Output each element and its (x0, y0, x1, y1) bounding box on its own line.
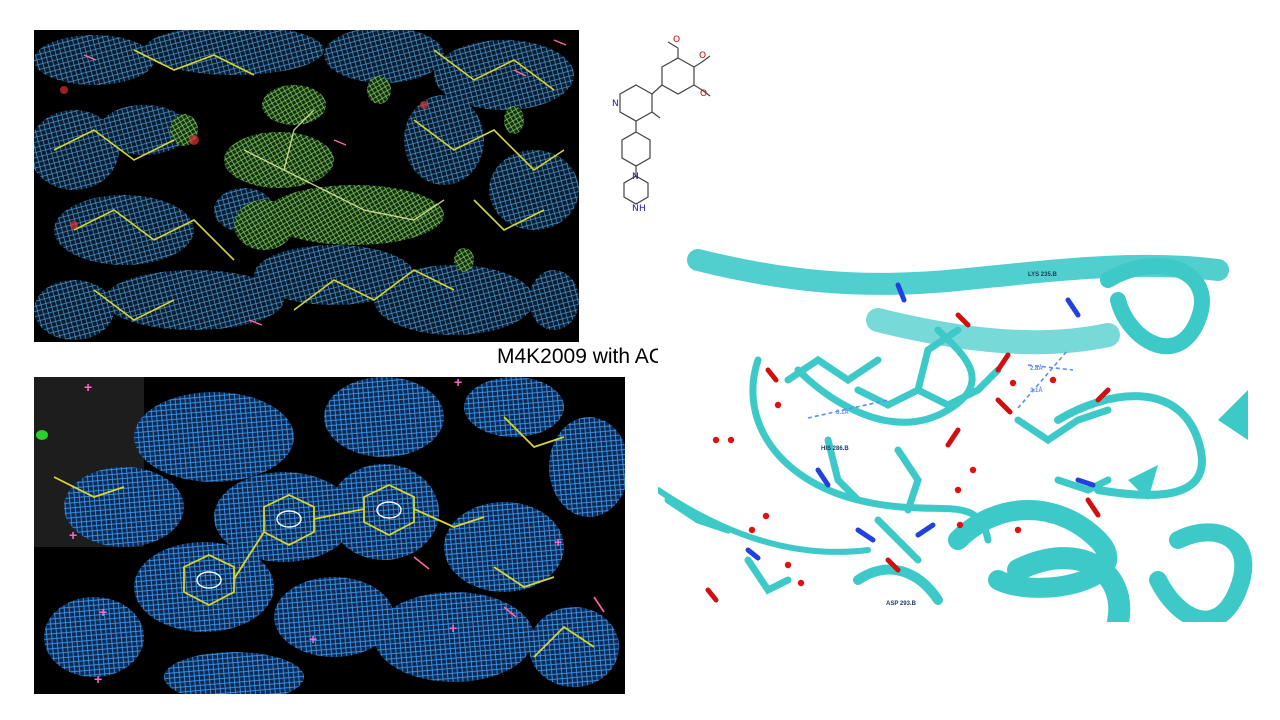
atom-label-oxygen-3: O (700, 89, 707, 99)
blue-density-mesh (34, 30, 579, 340)
atom-label-nitrogen-nh: N (632, 204, 639, 214)
residue-label-lys235: LYS 235.B (1028, 272, 1057, 278)
svg-text:+: + (449, 620, 457, 636)
ligand-chemical-structure: O O O N N N H (606, 30, 731, 220)
svg-text:+: + (554, 534, 562, 550)
distance-label-2: 2.8Å (1030, 365, 1043, 372)
protein-ligand-ribbon-view: LYS 235.B HIS 286.B ASP 293.B 3.1Å 2.8Å … (658, 240, 1258, 622)
svg-text:+: + (99, 604, 107, 620)
svg-text:+: + (84, 379, 92, 395)
residue-label-his286: HIS 286.B (821, 446, 849, 452)
atom-label-oxygen-1: O (673, 35, 680, 45)
distance-label-3: 3.1Å (1030, 387, 1043, 394)
atom-label-hydrogen: H (639, 204, 646, 214)
svg-text:+: + (309, 631, 317, 647)
svg-text:+: + (69, 527, 77, 543)
distance-label-1: 3.1Å (836, 409, 849, 416)
svg-text:+: + (94, 671, 102, 687)
atom-label-nitrogen-piperazine: N (632, 172, 639, 182)
svg-text:+: + (454, 377, 462, 390)
electron-density-map-bottom: + + + + + + + + (34, 377, 625, 694)
residue-label-asp293: ASP 293.B (886, 601, 917, 607)
atom-label-nitrogen-pyridine: N (612, 99, 619, 109)
electron-density-map-top (34, 30, 579, 342)
atom-label-oxygen-2: O (699, 51, 706, 61)
